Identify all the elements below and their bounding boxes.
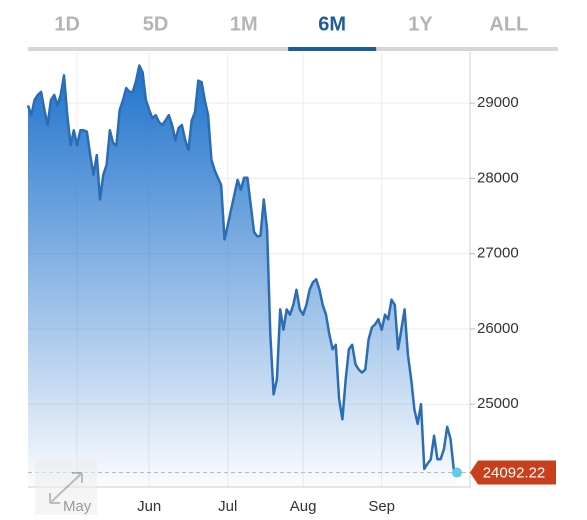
x-tick-label: Aug [290,498,317,515]
tab[interactable]: 6M [318,13,346,35]
tab[interactable]: 1D [54,13,80,35]
y-tick-label: 27000 [477,245,519,262]
tabs: 1D 5D 1M 6M 1Y ALL [54,13,528,51]
tab[interactable]: 1Y [408,13,433,35]
last-price-label: 24092.22 [483,465,546,482]
tab[interactable]: 1M [230,13,258,35]
y-tick-label: 26000 [477,320,519,337]
last-point [452,467,462,478]
x-tick-label: Jun [137,498,161,515]
y-tick-label: 28000 [477,169,519,186]
y-tick-label: 25000 [477,395,519,412]
y-tick-label: 29000 [477,94,519,111]
last-price-box [470,460,556,485]
price-line [26,64,458,474]
tab-underline [288,47,377,51]
tab[interactable]: 5D [143,13,169,35]
expand-icon[interactable] [35,460,97,515]
plot: 250002600027000280002900024092.22MayJunJ… [26,52,556,515]
expand-arrows [49,472,83,504]
x-tick-label: Sep [368,498,395,515]
x-tick-label: Jul [218,498,237,515]
tab[interactable]: ALL [489,13,528,35]
area-fill [28,65,457,487]
